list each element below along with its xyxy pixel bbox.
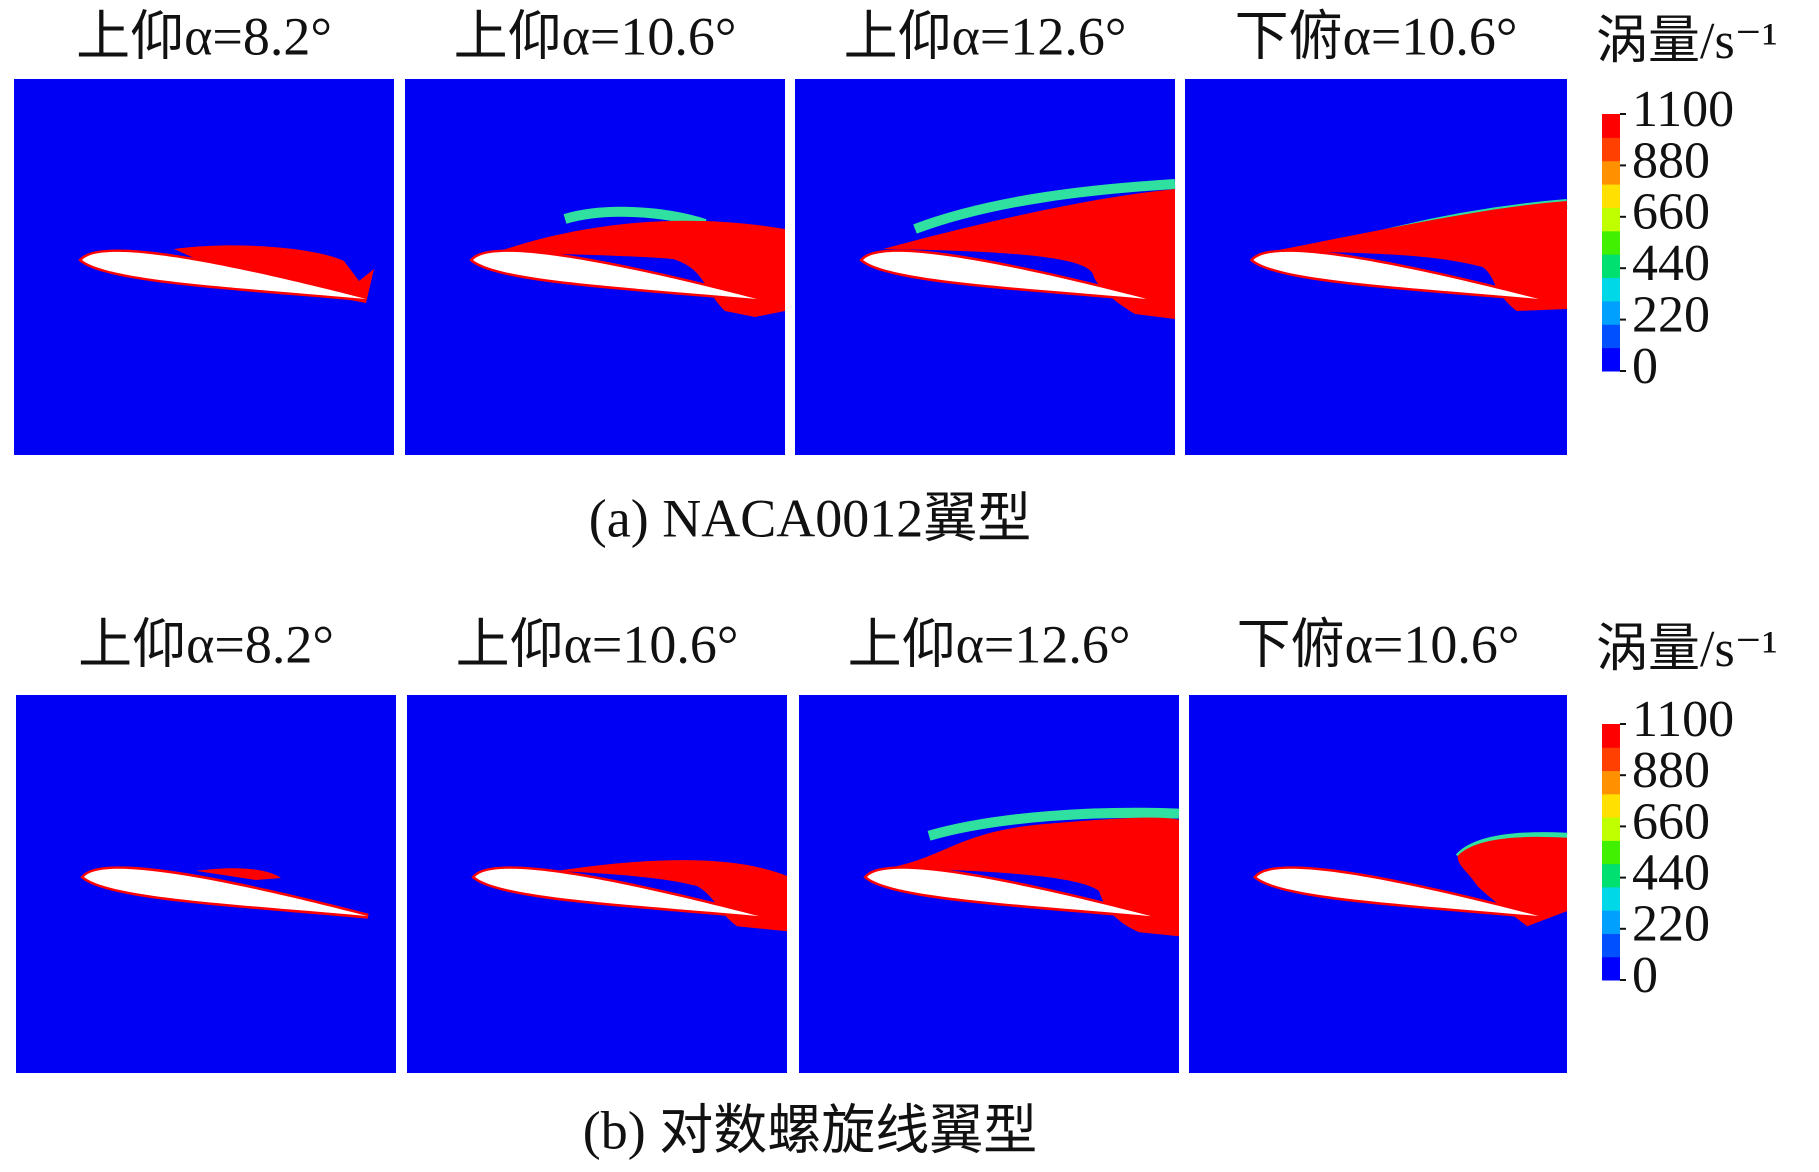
contour-panel	[407, 695, 787, 1073]
colorbar-band	[1602, 160, 1620, 185]
airfoil	[475, 868, 759, 917]
airfoil	[82, 251, 366, 299]
contour-panel	[405, 79, 785, 455]
colorbar-band	[1602, 230, 1620, 255]
panel-title: 下俯α=10.6°	[1237, 614, 1520, 674]
colorbar-band	[1602, 793, 1620, 818]
vortex-region	[1457, 836, 1567, 927]
colorbar-band	[1602, 277, 1620, 302]
shear-layer	[563, 206, 707, 229]
vortex-region	[1273, 201, 1567, 311]
panel-title: 上仰α=12.6°	[848, 614, 1131, 674]
contour-panel	[1185, 79, 1568, 455]
airfoil	[84, 868, 368, 917]
colorbar-band	[1602, 910, 1620, 934]
panel-title: 上仰α=10.6°	[456, 614, 739, 674]
colorbar-band	[1602, 114, 1620, 138]
colorbar-band	[1602, 863, 1620, 888]
colorbar-band	[1602, 886, 1620, 911]
panel-title: 下俯α=10.6°	[1235, 6, 1518, 66]
colorbar-band	[1602, 137, 1620, 162]
panel-title: 上仰α=12.6°	[844, 6, 1127, 66]
airfoil	[867, 868, 1151, 917]
colorbar-band	[1602, 184, 1620, 208]
colorbar-band	[1602, 840, 1620, 865]
colorbar-tick-label: 440	[1632, 845, 1710, 902]
colorbar-band	[1602, 747, 1620, 772]
airfoil	[473, 251, 757, 299]
colorbar-tick-label: 880	[1632, 742, 1710, 799]
colorbar-tick-label: 880	[1632, 132, 1710, 189]
colorbar-tick-label: 0	[1632, 947, 1658, 1004]
colorbar-band	[1602, 817, 1620, 841]
shear-layer	[927, 807, 1180, 841]
panel-title: 上仰α=10.6°	[454, 6, 737, 66]
caption: (a) NACA0012翼型	[589, 488, 1031, 548]
colorbar-band	[1602, 207, 1620, 232]
contour-panel	[14, 79, 394, 455]
colorbar-tick-label: 440	[1632, 235, 1710, 292]
colorbar-tick-label: 220	[1632, 896, 1710, 953]
colorbar-band	[1602, 300, 1620, 325]
airfoil	[863, 251, 1147, 299]
colorbar-band	[1602, 324, 1620, 349]
contour-panel	[795, 79, 1176, 455]
colorbar-band	[1602, 254, 1620, 279]
colorbar-band	[1602, 770, 1620, 795]
colorbar-title: 涡量/s⁻¹	[1596, 621, 1778, 678]
colorbar-tick-label: 1100	[1632, 81, 1734, 138]
contour-panel	[1189, 695, 1568, 1073]
colorbar-band	[1602, 724, 1620, 748]
airfoil	[1253, 251, 1539, 299]
panel-title: 上仰α=8.2°	[76, 6, 332, 66]
colorbar-band	[1602, 347, 1620, 372]
colorbar-tick-label: 220	[1632, 287, 1710, 344]
colorbar-tick-label: 1100	[1632, 691, 1734, 748]
colorbar-band	[1602, 956, 1620, 981]
colorbar-band	[1602, 933, 1620, 958]
panel-title: 上仰α=8.2°	[78, 614, 334, 674]
shear-layer	[913, 179, 1176, 234]
colorbar-tick-label: 0	[1632, 338, 1658, 395]
contour-panel	[16, 695, 396, 1073]
colorbar-tick-label: 660	[1632, 793, 1710, 850]
colorbar-tick-label: 660	[1632, 184, 1710, 241]
contour-panel	[799, 695, 1180, 1073]
vortex-region	[196, 868, 281, 880]
airfoil	[1256, 868, 1540, 917]
caption: (b) 对数螺旋线翼型	[583, 1100, 1037, 1160]
colorbar-title: 涡量/s⁻¹	[1596, 13, 1778, 70]
